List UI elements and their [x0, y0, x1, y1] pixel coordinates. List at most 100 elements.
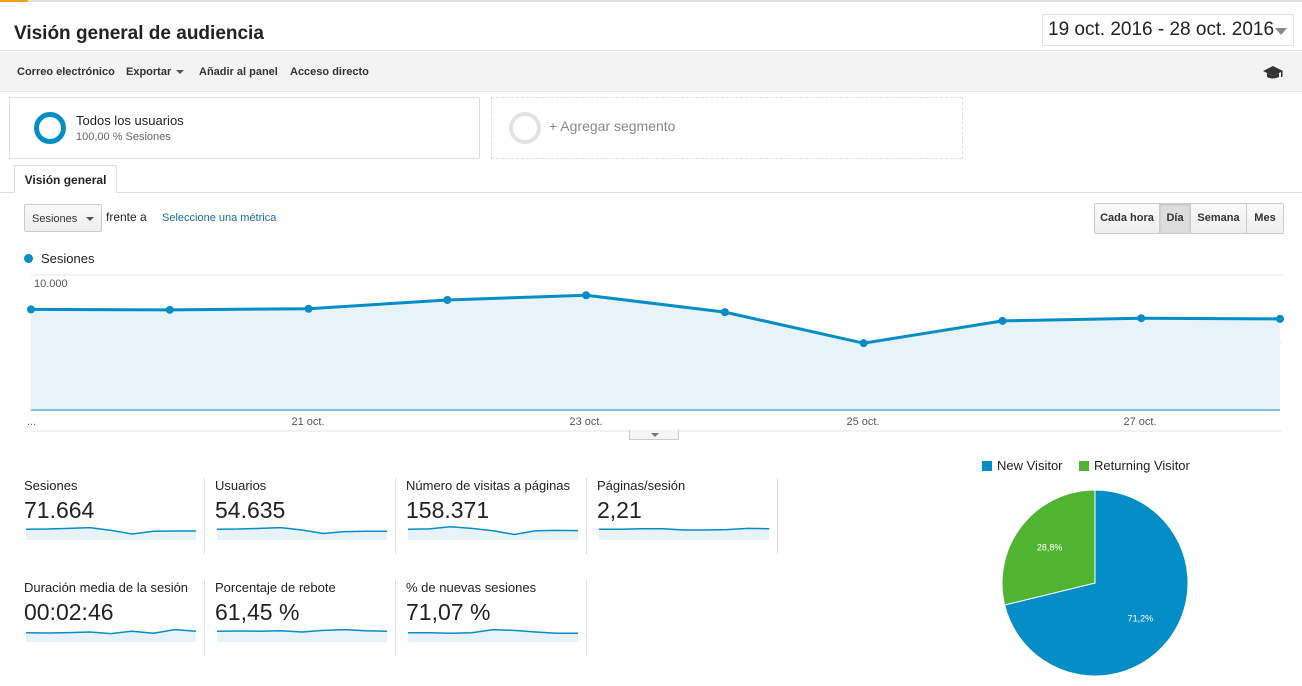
legend-label-returning: Returning Visitor [1094, 458, 1190, 473]
brand-accent [0, 0, 28, 2]
scorecard-value: 00:02:46 [24, 599, 114, 625]
x-tick-label: 21 oct. [291, 416, 324, 428]
scorecard-label: Duración media de la sesión [24, 580, 189, 595]
scorecard-divider [586, 580, 587, 656]
sparkline-area [599, 528, 769, 540]
add-segment-button[interactable]: + Agregar segmento [491, 97, 963, 159]
chevron-down-icon [1275, 28, 1287, 35]
sparkline [26, 628, 196, 642]
sparkline-line [599, 527, 769, 531]
data-point [1276, 314, 1284, 323]
series-area [31, 295, 1280, 410]
sparkline [217, 526, 387, 540]
data-point [165, 305, 174, 314]
chevron-down-icon [651, 433, 659, 437]
sparkline-line [217, 628, 387, 633]
pie-slice [1004, 489, 1189, 677]
scorecard-label: Usuarios [215, 478, 267, 493]
period-day-button[interactable]: Día [1160, 204, 1191, 233]
scorecard-label: Sesiones [24, 478, 78, 493]
legend-swatch-new [982, 461, 992, 471]
email-button[interactable]: Correo electrónico [17, 66, 115, 78]
scorecard-value: 71,07 % [406, 599, 491, 625]
sparkline-area [217, 629, 387, 642]
x-tick-label: 25 oct. [846, 416, 879, 428]
data-point [720, 308, 729, 317]
sparkline-area [408, 629, 578, 642]
sparkline [217, 628, 387, 642]
sparkline-line [408, 526, 578, 536]
sparkline-line [408, 628, 578, 635]
pie-slice [1001, 489, 1096, 606]
graduation-cap-icon[interactable] [1262, 64, 1284, 82]
tabs-divider [0, 192, 1302, 193]
scorecard-divider [777, 478, 778, 554]
scorecard[interactable]: % de nuevas sesiones 71,07 % [406, 580, 586, 660]
scorecard-label: Número de visitas a páginas [406, 478, 571, 493]
period-hour-button[interactable]: Cada hora [1095, 204, 1160, 233]
visitor-type-pie-chart: 71,2% 28,8% [1001, 489, 1189, 677]
scorecard-value: 61,45 % [215, 599, 300, 625]
sparkline-area [26, 527, 196, 540]
data-point [1137, 314, 1146, 323]
scorecard[interactable]: Porcentaje de rebote 61,45 % [215, 580, 395, 660]
y-tick-label: 10.000 [34, 278, 68, 290]
sparkline [26, 526, 196, 540]
page-title: Visión general de audiencia [14, 23, 264, 44]
sparkline [599, 527, 769, 540]
scorecard-divider [395, 478, 396, 554]
scorecard[interactable]: Sesiones 71.664 [24, 478, 204, 558]
chart-expand-handle[interactable] [629, 430, 679, 440]
period-month-button[interactable]: Mes [1247, 204, 1283, 233]
versus-label: frente a [106, 210, 147, 224]
tab-overview[interactable]: Visión general [14, 165, 117, 193]
scorecard-value: 54.635 [215, 497, 286, 523]
series-line [30, 293, 1281, 345]
date-range-picker[interactable]: 19 oct. 2016 - 28 oct. 2016 [1042, 14, 1294, 46]
series-dot-icon [24, 254, 33, 263]
caret-down-icon [86, 217, 94, 221]
segment-title: Todos los usuarios [76, 113, 184, 128]
sparkline-area [408, 526, 578, 540]
date-range-label: 19 oct. 2016 - 28 oct. 2016 [1048, 19, 1275, 40]
segment-all-users[interactable]: Todos los usuarios 100,00 % Sesiones [9, 97, 480, 159]
scorecard-divider [586, 478, 587, 554]
sparkline-area [26, 629, 196, 642]
x-tick-label: 23 oct. [569, 416, 602, 428]
empty-segment-ring-icon [509, 112, 541, 144]
top-border [0, 0, 1302, 2]
shortcut-button[interactable]: Acceso directo [290, 66, 369, 78]
scorecard[interactable]: Páginas/sesión 2,21 [597, 478, 777, 558]
sparkline-line [217, 526, 387, 535]
x-tick-label: ... [27, 416, 36, 428]
data-point [859, 339, 868, 348]
scorecard-value: 71.664 [24, 497, 95, 523]
sparkline-line [26, 526, 196, 535]
scorecard[interactable]: Número de visitas a páginas 158.371 [406, 478, 586, 558]
scorecard-divider [204, 478, 205, 554]
report-header: Visión general de audiencia 19 oct. 2016… [0, 2, 1302, 51]
pie-slice-label: 71,2% [1128, 614, 1154, 624]
legend-swatch-returning [1079, 461, 1089, 471]
export-menu[interactable]: Exportar [126, 66, 185, 78]
segment-ring-icon [34, 112, 66, 144]
scorecard-divider [395, 580, 396, 656]
metric-select[interactable]: Sesiones [24, 204, 102, 232]
pie-slice-label: 28,8% [1037, 542, 1063, 552]
period-toggle-group: Cada hora Día Semana Mes [1094, 203, 1284, 234]
scorecard[interactable]: Duración media de la sesión 00:02:46 [24, 580, 204, 660]
scorecard-divider [204, 580, 205, 656]
legend-label-new: New Visitor [997, 458, 1063, 473]
scorecard[interactable]: Usuarios 54.635 [215, 478, 395, 558]
segment-subtitle: 100,00 % Sesiones [76, 131, 171, 143]
add-to-dashboard-button[interactable]: Añadir al panel [199, 66, 278, 78]
scorecard-value: 158.371 [406, 497, 490, 523]
period-week-button[interactable]: Semana [1191, 204, 1247, 233]
data-point [27, 305, 35, 314]
data-point [443, 295, 452, 304]
pie-legend-new: New Visitor [982, 458, 1063, 473]
report-toolbar: Correo electrónico Exportar Añadir al pa… [0, 52, 1302, 92]
legend-series-label: Sesiones [41, 251, 95, 266]
select-metric-link[interactable]: Seleccione una métrica [162, 212, 277, 224]
metric-select-value: Sesiones [32, 213, 78, 225]
